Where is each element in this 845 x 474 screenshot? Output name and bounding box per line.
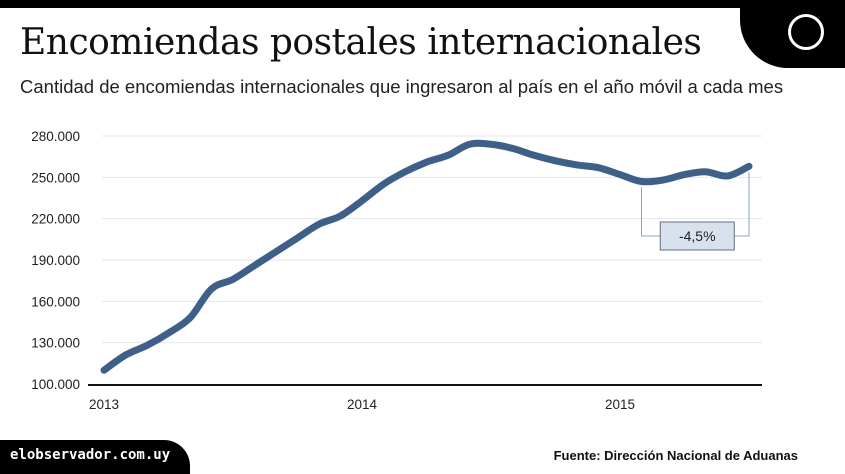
chart-subtitle: Cantidad de encomiendas internacionales …: [20, 76, 784, 97]
y-tick-label: 190.000: [31, 253, 80, 268]
y-tick-label: 280.000: [31, 129, 80, 144]
series-layer: [100, 139, 753, 374]
top-bar: [0, 0, 845, 8]
change-label-box: [659, 221, 735, 251]
change-label: -4,5%: [679, 228, 716, 244]
series-line: [100, 139, 753, 374]
annotation-layer: -4,5%: [641, 172, 750, 251]
y-tick-label: 130.000: [31, 336, 80, 351]
footer-site-tab: [0, 440, 190, 474]
x-tick-label: 2014: [347, 397, 378, 412]
y-tick-label: 220.000: [31, 212, 80, 227]
y-tick-label: 100.000: [31, 377, 80, 392]
x-tick-label: 2013: [89, 397, 119, 412]
chart-title: Encomiendas postales internacionales: [20, 22, 702, 63]
y-tick-label: 250.000: [31, 170, 80, 185]
line-chart: 280.000 250.000 220.000 190.000 160.000 130.0…: [31, 129, 762, 412]
x-tick-label: 2015: [605, 397, 635, 412]
y-axis-ticks: 280.000 250.000 220.000 190.000 160.000 130.0…: [31, 129, 80, 392]
y-tick-label: 160.000: [31, 294, 80, 309]
source-note: Fuente: Dirección Nacional de Aduanas: [553, 448, 798, 463]
x-axis-ticks: 2013 2014 2015: [89, 397, 635, 412]
gridlines: [102, 135, 762, 344]
site-url-link[interactable]: elobservador.com.uy: [10, 447, 171, 463]
brand-logo-icon: [788, 14, 824, 50]
